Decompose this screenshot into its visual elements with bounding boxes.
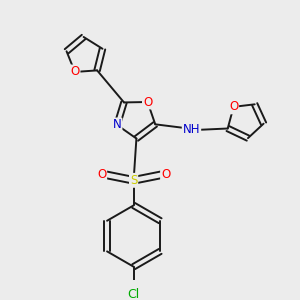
Text: S: S xyxy=(130,174,137,187)
Text: O: O xyxy=(229,100,238,113)
Text: N: N xyxy=(113,118,122,131)
Text: O: O xyxy=(97,168,106,181)
Text: Cl: Cl xyxy=(128,288,140,300)
Text: O: O xyxy=(161,168,170,181)
Text: O: O xyxy=(70,65,80,78)
Text: O: O xyxy=(143,95,152,109)
Text: NH: NH xyxy=(183,123,200,136)
